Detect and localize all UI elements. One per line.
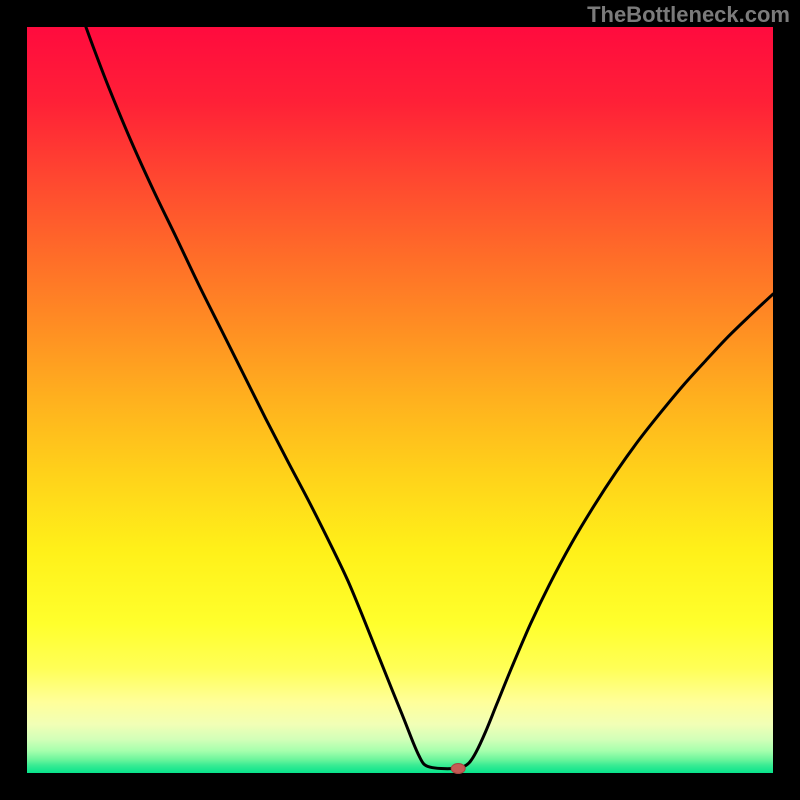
- optimal-point-marker: [451, 764, 465, 774]
- bottleneck-chart: [0, 0, 800, 800]
- watermark-label: TheBottleneck.com: [587, 2, 790, 28]
- chart-frame: TheBottleneck.com: [0, 0, 800, 800]
- chart-plot-area: [27, 27, 773, 773]
